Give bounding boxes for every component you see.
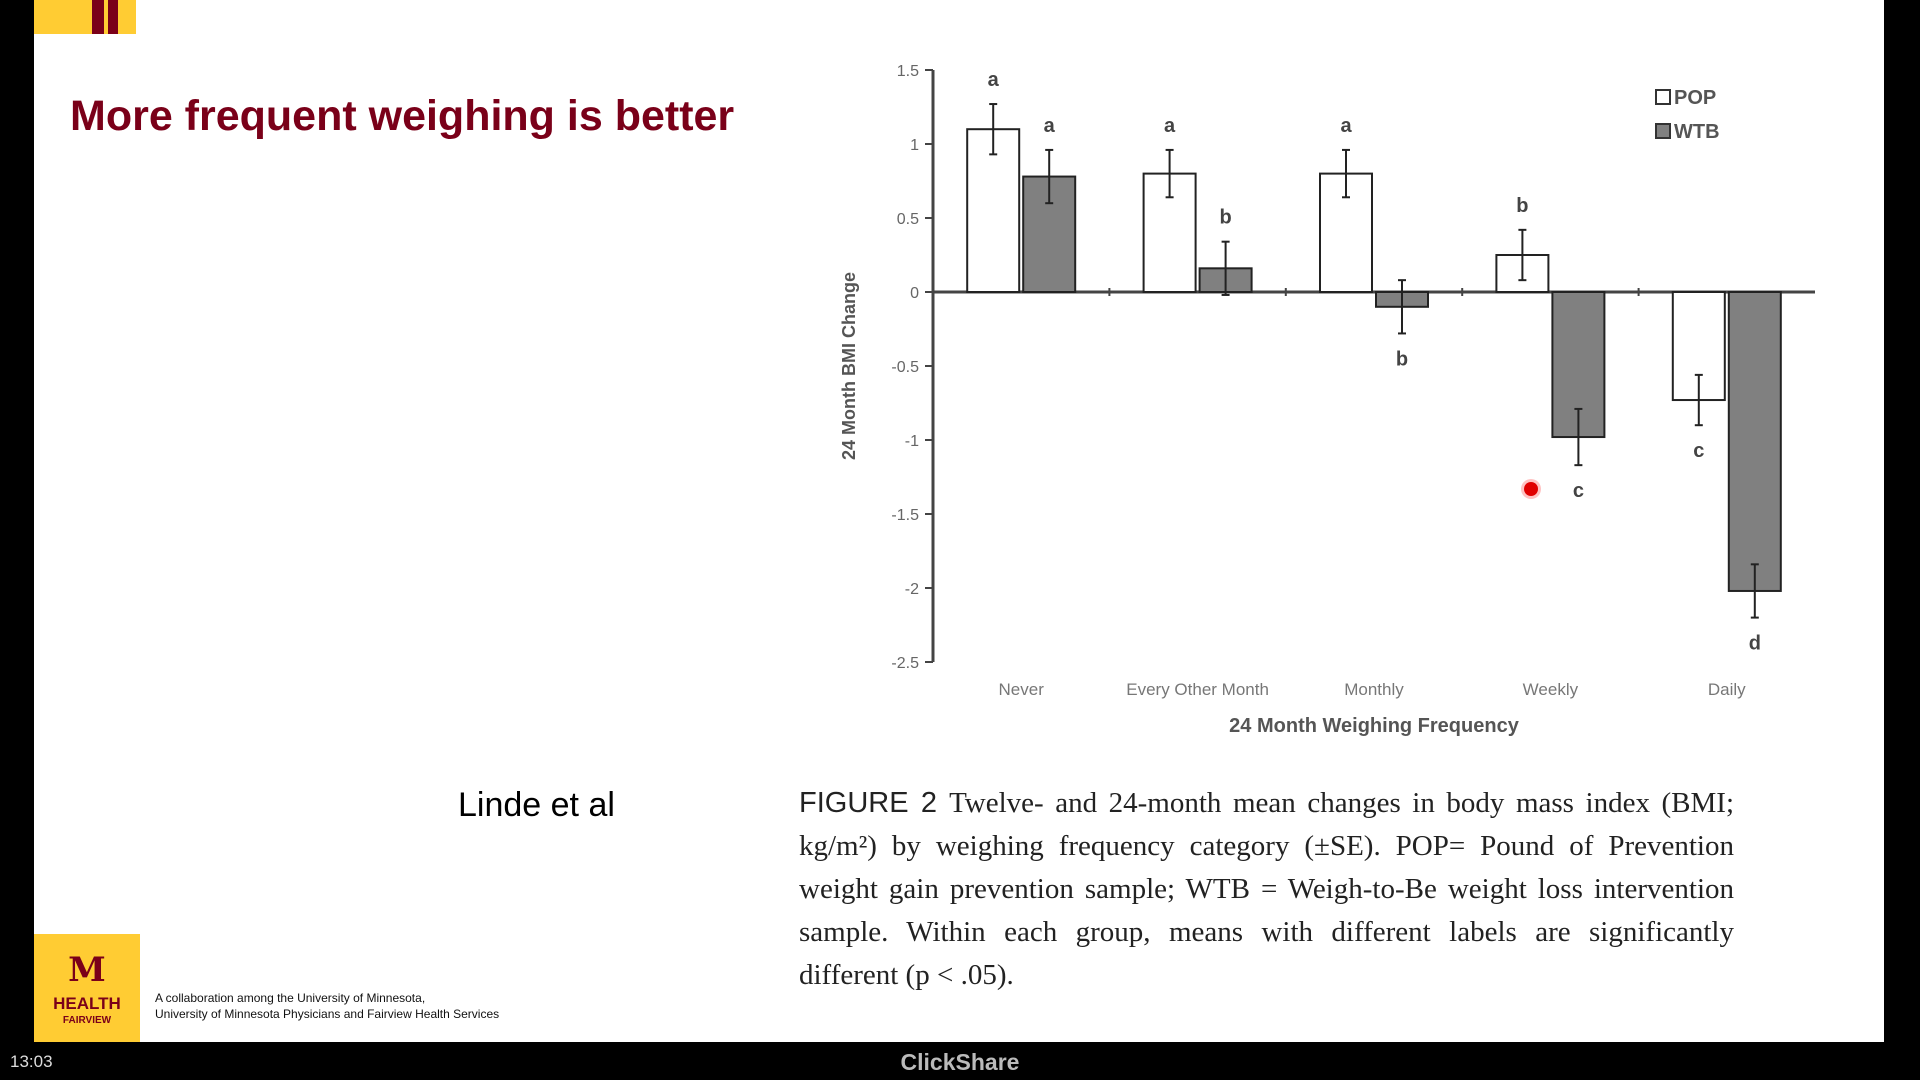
y-tick-label: -1.5 [891,507,919,524]
clickshare-bar: 13:03 ClickShare [0,1042,1920,1080]
significance-label: a [988,69,1000,91]
significance-label: b [1219,207,1231,229]
logo-name: HEALTH [53,994,121,1013]
figure-caption: FIGURE 2 Twelve- and 24-month mean change… [799,782,1734,997]
legend-swatch-pop [1655,89,1671,105]
y-tick-label: -1 [905,433,919,450]
y-tick-label: -2 [905,581,919,598]
legend-swatch-wtb [1655,123,1671,139]
y-tick-label: 1 [910,137,919,154]
health-fairview-logo: M HEALTH FAIRVIEW [34,934,140,1042]
y-tick-label: 0.5 [897,211,919,228]
legend-label-wtb: WTB [1674,121,1720,143]
collab-line-2: University of Minnesota Physicians and F… [155,1007,500,1021]
significance-label: c [1573,480,1584,502]
y-tick-label: 0 [910,285,919,302]
collab-line-1: A collaboration among the University of … [155,991,426,1005]
significance-label: b [1516,195,1528,217]
bmi-change-chart: 1.5 1 0.5 0 -0.5 -1 -1.5 -2 -2.5 Never a a Every Oth… [839,63,1815,737]
significance-label: d [1749,633,1761,655]
x-tick-label: Weekly [1523,680,1579,699]
y-tick-label: 1.5 [897,63,919,80]
collaboration-note: A collaboration among the University of … [155,990,499,1022]
clickshare-label: ClickShare [900,1049,1020,1075]
citation: Linde et al [458,786,615,824]
caption-text: Twelve- and 24-month mean changes in bod… [799,787,1735,991]
slide-title: More frequent weighing is better [70,92,735,140]
bar-wtb [1727,291,1782,592]
university-m-icon: M [68,950,106,990]
bar-pop [966,128,1021,293]
slide: More frequent weighing is better 1.5 1 0.5… [34,0,1884,1042]
y-tick-label: -2.5 [891,655,919,672]
significance-label: a [1340,115,1352,137]
brand-corner-bar [34,0,136,34]
x-tick-label: Every Other Month [1126,680,1269,699]
brand-stripe [92,0,104,34]
significance-label: a [1164,115,1176,137]
pointer-cursor-icon [1524,482,1538,496]
figure-label: FIGURE 2 [799,787,938,819]
x-tick-label: Never [999,680,1045,699]
y-tick-label: -0.5 [891,359,919,376]
significance-label: a [1044,115,1056,137]
x-tick-label: Daily [1708,680,1746,699]
legend-label-pop: POP [1674,87,1716,109]
y-axis-title: 24 Month BMI Change [839,272,859,460]
clock: 13:03 [10,1052,53,1071]
x-tick-label: Monthly [1344,680,1404,699]
x-axis-title: 24 Month Weighing Frequency [1229,715,1520,737]
brand-stripe [108,0,118,34]
logo-sub: FAIRVIEW [62,1015,112,1026]
significance-label: c [1693,440,1704,462]
significance-label: b [1396,348,1408,370]
